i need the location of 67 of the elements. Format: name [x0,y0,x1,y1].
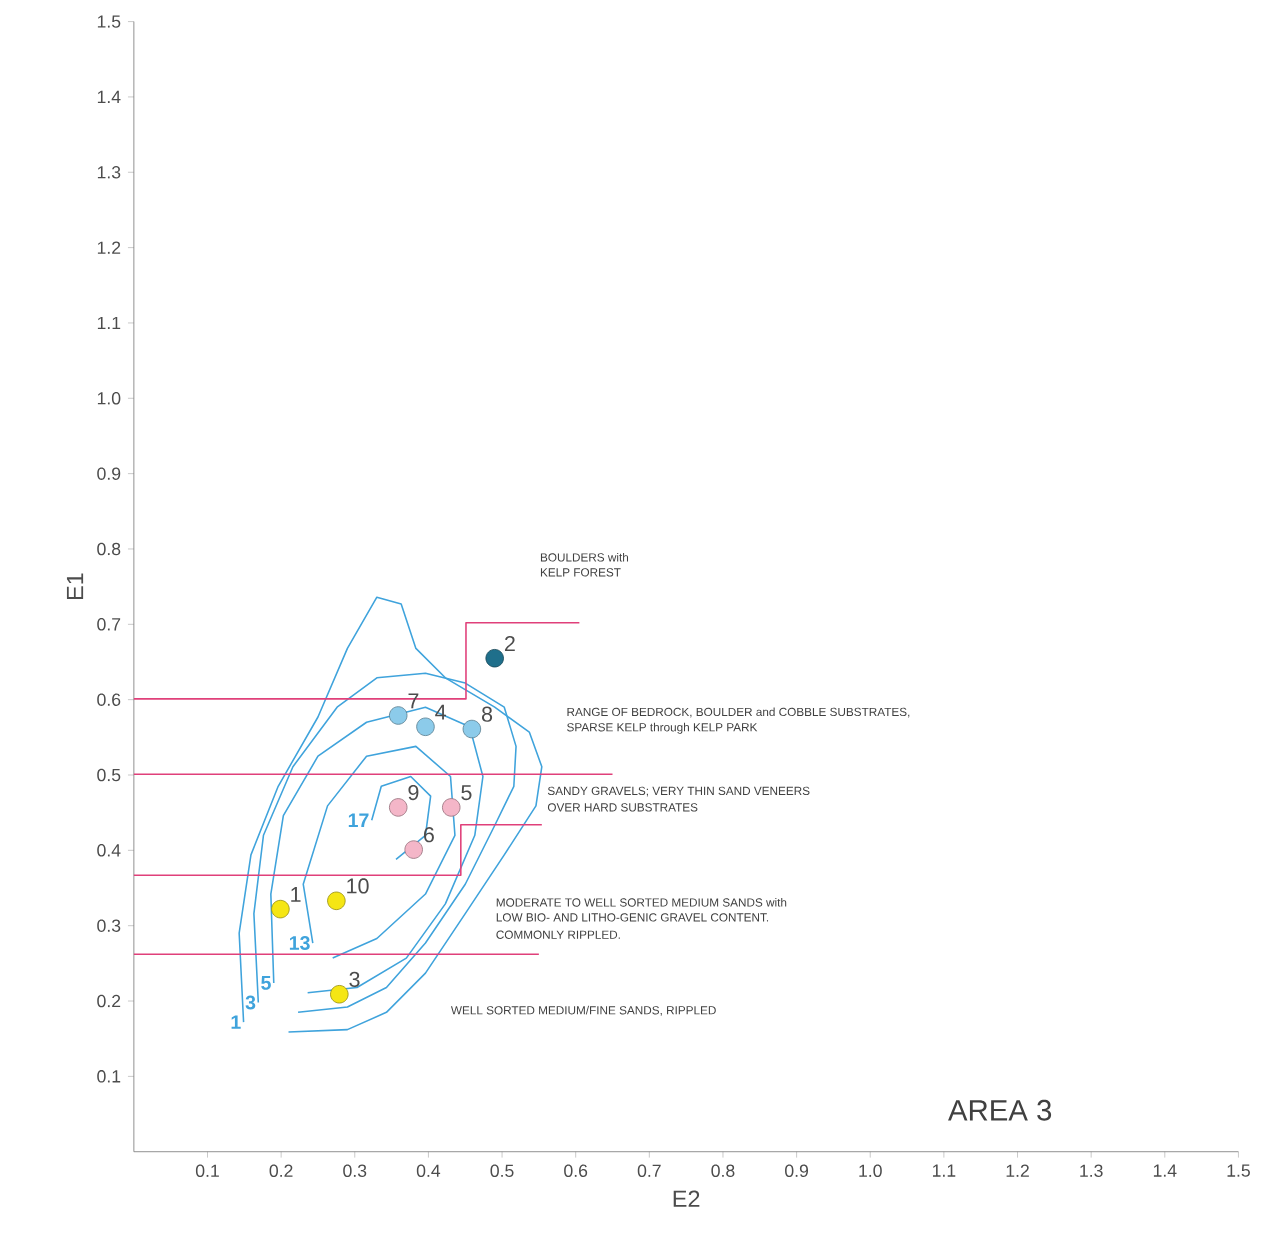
series-label: 6 [424,827,434,843]
y-tick-label: 0.4 [97,844,121,857]
series-label: 10 [347,878,369,894]
x-tick-label: 0.3 [343,1164,367,1177]
point [330,984,349,1004]
series-label: 3 [349,971,360,987]
x-tick-label: 1.4 [1153,1164,1177,1177]
x-tick-label: 0.6 [564,1164,588,1177]
point [462,719,482,739]
series-label: 5 [461,785,472,801]
series-label: 8 [481,706,493,722]
x-tick-label: 0.9 [785,1164,809,1177]
point [389,798,408,817]
y-tick-label: 0.9 [97,467,121,480]
x-tick-label: 1.3 [1080,1164,1103,1177]
y-axis-title: E1 [66,573,84,599]
y-tick-label: 0.7 [97,617,121,631]
y-tick-label: 1.1 [97,316,121,329]
series-label: 9 [408,784,419,801]
series-label: 13 [289,936,310,950]
x-tick-label: 0.1 [195,1164,219,1177]
y-tick-label: 0.3 [97,919,121,932]
point [442,798,461,817]
series-label: 2 [504,635,515,651]
annotation: MODERATE TO WELL SORTED MEDIUM SANDS with [496,897,787,907]
x-tick-label: 1.2 [1006,1164,1029,1177]
x-axis-title: E2 [673,1190,700,1207]
y-tick-label: 1.5 [97,15,121,28]
series-label: 17 [348,813,369,827]
series-label: 1 [291,886,301,902]
annotation: LOW BIO- AND LITHO-GENIC GRAVEL CONTENT. [496,913,769,922]
annotation: WELL SORTED MEDIUM/FINE SANDS, RIPPLED [450,1005,716,1016]
y-tick-label: 0.6 [97,693,121,706]
annotation: OVER HARD SUBSTRATES [547,803,698,812]
y-tick-label: 1.0 [97,391,121,405]
line-series [370,775,432,861]
x-tick-label: 1.1 [932,1164,956,1177]
point [389,706,408,725]
point [271,899,290,919]
y-tick-label: 0.8 [97,542,121,556]
annotation: SANDY GRAVELS; VERY THIN SAND VENEERS [547,786,810,797]
annotation: KELP FOREST [540,568,621,577]
point [485,648,504,668]
series-label: 5 [261,976,271,990]
annotation: COMMONLY RIPPLED. [496,930,620,939]
point [416,717,435,736]
point [404,840,423,859]
y-tick-label: 0.5 [97,768,121,782]
y-tick-label: 1.3 [97,165,121,179]
y-tick-label: 1.4 [97,90,121,103]
series-label: 1 [231,1015,241,1029]
x-tick-label: 1.0 [859,1164,882,1177]
x-tick-label: 0.8 [711,1164,735,1177]
x-tick-label: 0.7 [637,1164,661,1177]
x-tick-label: 0.2 [269,1164,293,1177]
x-tick-label: 1.5 [1227,1164,1250,1177]
point [327,891,346,910]
y-tick-label: 1.2 [97,241,121,254]
y-tick-label: 0.2 [97,994,121,1008]
x-tick-label: 0.4 [416,1164,441,1177]
x-tick-label: 0.5 [490,1164,514,1177]
annotation: BOULDERS with [540,552,629,562]
annotation: AREA 3 [948,1099,1052,1121]
y-tick-label: 0.1 [97,1070,121,1083]
annotation: RANGE OF BEDROCK, BOULDER and COBBLE SUBSTRATES, [567,707,910,718]
series-label: 3 [245,995,256,1010]
annotation: SPARSE KELP through KELP PARK [567,722,758,734]
